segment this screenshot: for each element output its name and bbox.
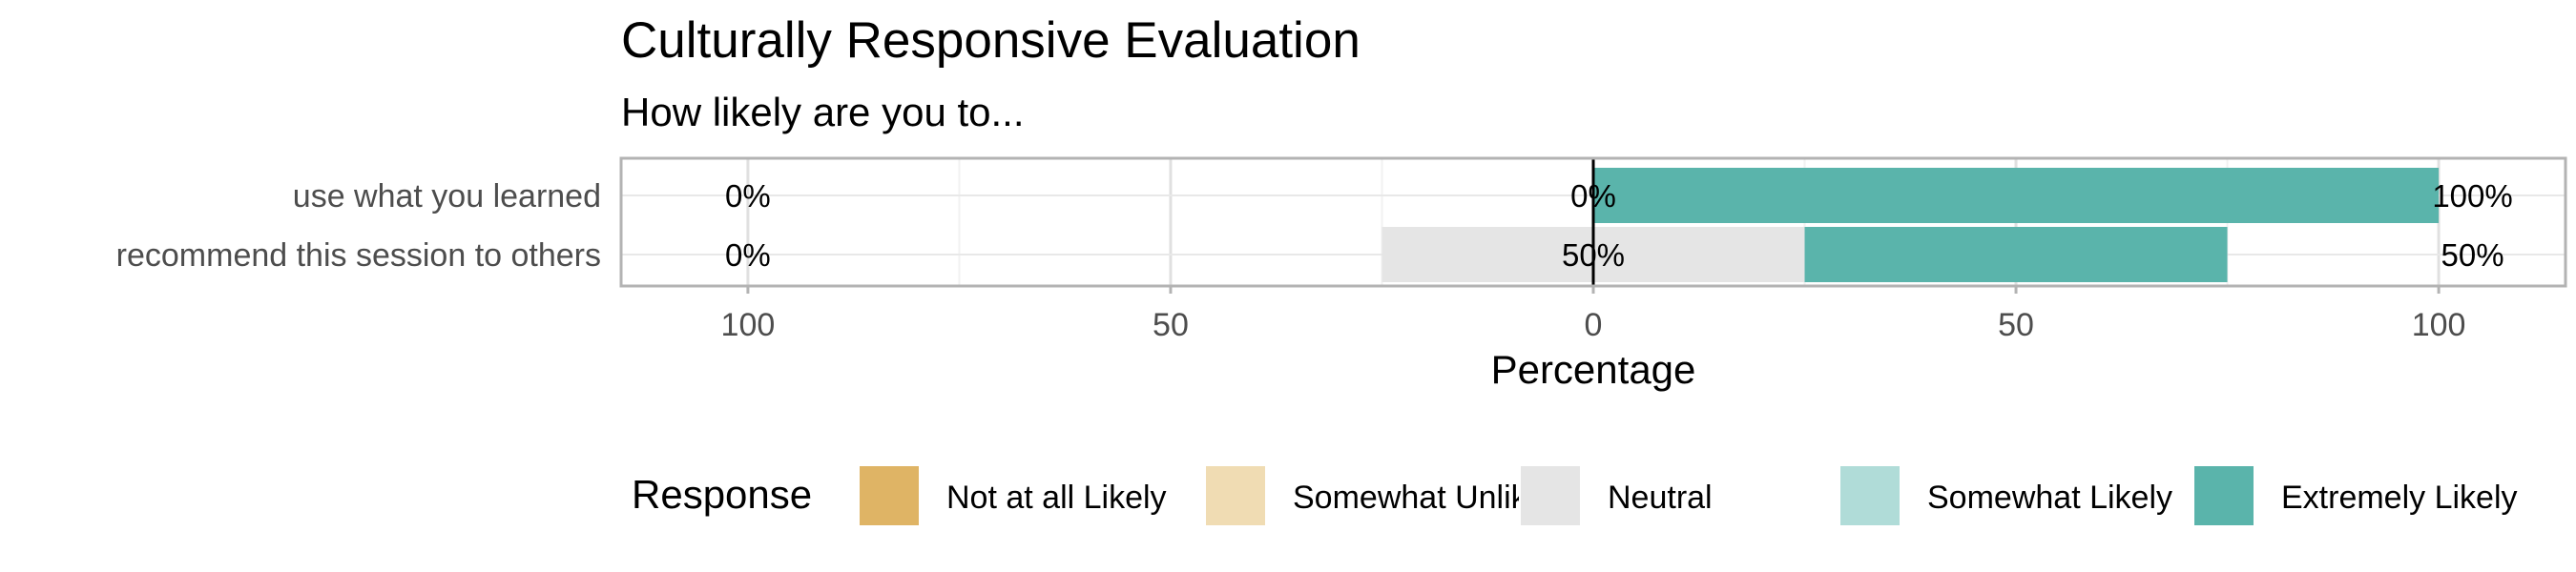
x-tick-label: 100: [2412, 307, 2466, 343]
y-axis-label: use what you learned: [293, 178, 601, 214]
legend-label: Not at all Likely: [946, 480, 1167, 516]
y-axis-label: recommend this session to others: [116, 237, 601, 274]
legend-label: Extremely Likely: [2281, 480, 2518, 516]
legend-label: Neutral: [1608, 480, 1713, 516]
x-tick-label: 50: [1998, 307, 2034, 343]
x-tick-label: 0: [1585, 307, 1603, 343]
chart-subtitle: How likely are you to...: [621, 90, 1025, 134]
percent-label-left: 0%: [725, 237, 771, 273]
legend-key: [1519, 464, 1582, 527]
percent-label-right: 50%: [2441, 237, 2503, 273]
percent-label-left: 0%: [725, 178, 771, 214]
percent-labels: 0% 0% 100% 0% 50% 50%: [725, 178, 2513, 273]
percent-label-center: 50%: [1562, 237, 1625, 273]
legend-key: [1839, 464, 1901, 527]
bar-extremely-likely: [1593, 168, 2440, 223]
legend-key: [2192, 464, 2255, 527]
chart-title: Culturally Responsive Evaluation: [621, 12, 1361, 69]
legend-key: [858, 464, 921, 527]
x-axis-title: Percentage: [1491, 347, 1696, 392]
legend-title: Response: [632, 472, 812, 517]
x-tick-label: 100: [721, 307, 776, 343]
percent-label-center: 0%: [1570, 178, 1616, 214]
legend: Not at all Likely Somewhat Unlikely Neutra…: [858, 464, 2518, 527]
x-tick-label: 50: [1153, 307, 1189, 343]
percent-label-right: 100%: [2432, 178, 2512, 214]
x-axis-ticks: 100 50 0 50 100: [721, 286, 2466, 343]
legend-key: [1204, 464, 1267, 527]
legend-label: Somewhat Likely: [1927, 480, 2172, 516]
y-axis-labels: use what you learned recommend this sessi…: [116, 178, 601, 274]
bar-extremely-likely: [1804, 227, 2228, 282]
